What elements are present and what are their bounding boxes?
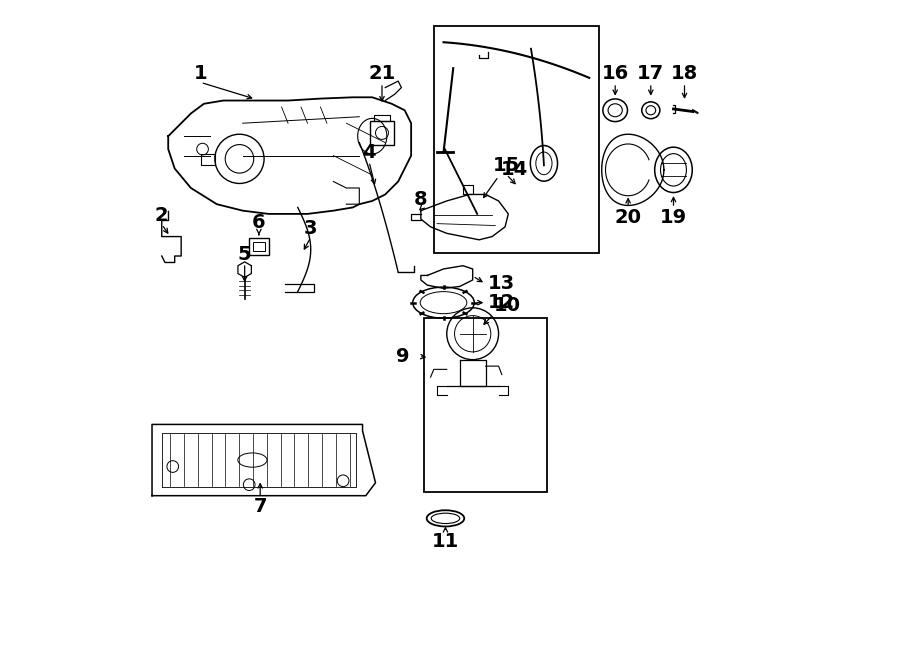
Text: 1: 1	[194, 64, 207, 83]
Text: 10: 10	[494, 296, 521, 315]
Bar	[253, 242, 265, 251]
Bar	[248, 238, 269, 254]
Text: 2: 2	[155, 206, 168, 225]
Bar	[370, 121, 393, 145]
Text: 19: 19	[660, 208, 687, 227]
Bar	[424, 317, 547, 492]
Bar	[201, 153, 215, 165]
Text: 21: 21	[368, 64, 396, 83]
Text: 7: 7	[254, 497, 267, 516]
Text: 9: 9	[396, 347, 410, 366]
Text: 13: 13	[488, 274, 515, 293]
Text: 16: 16	[601, 65, 629, 83]
Text: 6: 6	[252, 214, 266, 233]
Text: 11: 11	[432, 531, 459, 551]
Text: 4: 4	[362, 143, 376, 162]
Text: 3: 3	[304, 219, 318, 238]
Text: 18: 18	[670, 65, 698, 83]
Text: 20: 20	[615, 208, 642, 227]
Text: 14: 14	[500, 161, 527, 179]
Text: 8: 8	[414, 190, 427, 209]
Text: 12: 12	[488, 293, 515, 312]
Text: 5: 5	[238, 245, 251, 264]
Text: 17: 17	[637, 65, 664, 83]
Text: 15: 15	[492, 156, 520, 175]
Bar	[434, 26, 599, 253]
